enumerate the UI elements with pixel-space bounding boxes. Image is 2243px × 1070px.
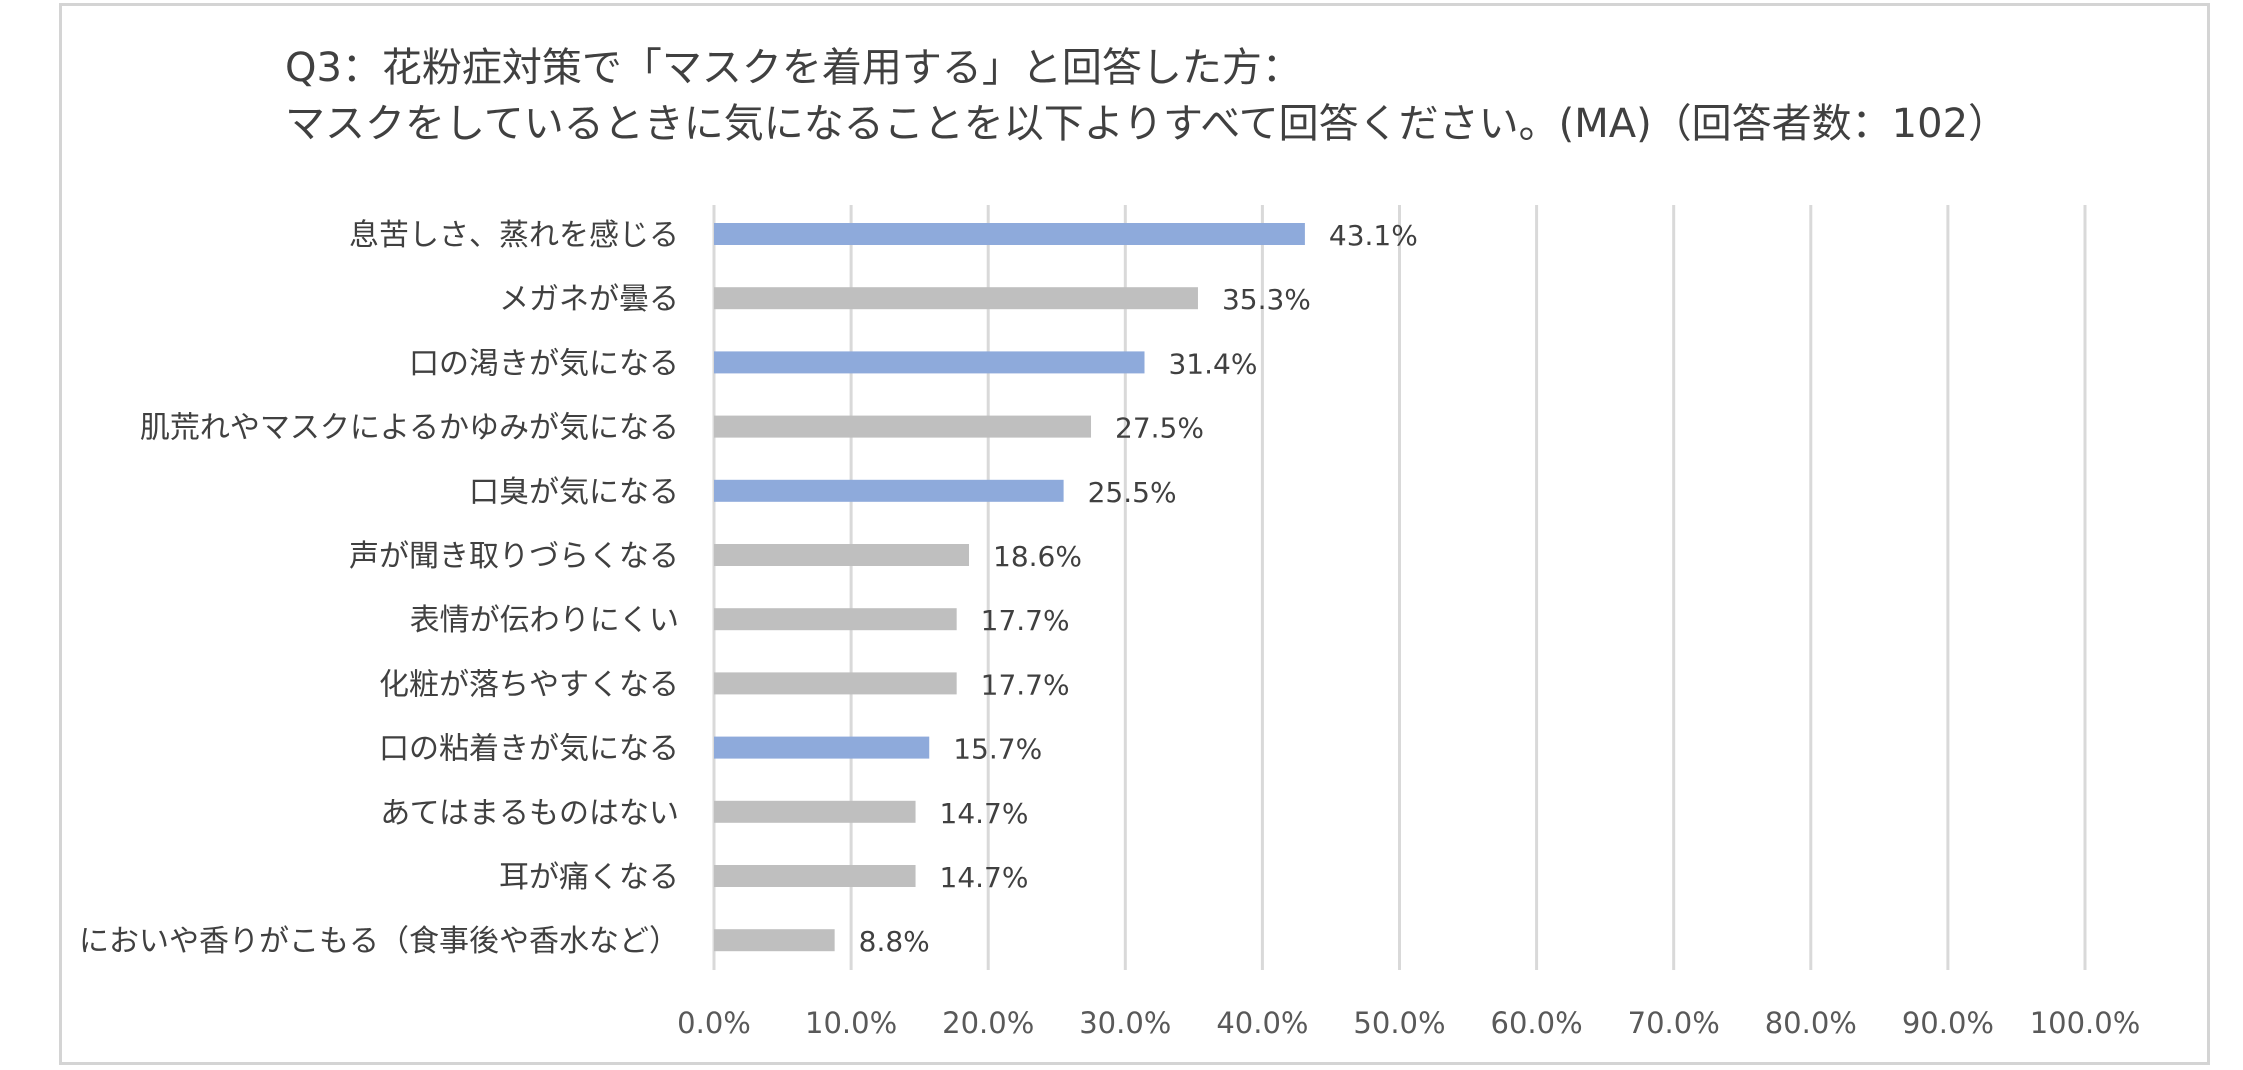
category-label: あてはまるものはない xyxy=(380,796,679,831)
data-label: 31.4% xyxy=(1168,347,1257,380)
bar xyxy=(714,736,930,759)
category-label: 口の渇きが気になる xyxy=(409,346,679,381)
bar xyxy=(714,287,1198,310)
category-label: 口臭が気になる xyxy=(469,475,679,510)
x-tick-label: 0.0% xyxy=(677,1006,751,1040)
data-label: 18.6% xyxy=(993,540,1082,573)
data-label: 17.7% xyxy=(981,604,1070,637)
data-label: 25.5% xyxy=(1088,476,1177,509)
grid-lines xyxy=(712,205,2087,970)
bars xyxy=(714,223,1305,952)
x-tick-label: 30.0% xyxy=(1079,1006,1171,1040)
category-label: 化粧が落ちやすくなる xyxy=(379,667,679,702)
x-tick-label: 90.0% xyxy=(1902,1006,1994,1040)
bar xyxy=(714,479,1064,502)
chart-title: Q3：花粉症対策で「マスクを着用する」と回答した方： マスクをしているときに気に… xyxy=(285,40,2008,152)
data-label: 15.7% xyxy=(953,733,1042,766)
bar xyxy=(714,223,1305,245)
data-label: 14.7% xyxy=(940,861,1029,894)
bar xyxy=(714,865,916,887)
chart-frame xyxy=(59,3,2210,1065)
data-label: 17.7% xyxy=(981,668,1070,701)
x-tick-label: 50.0% xyxy=(1353,1006,1445,1040)
bar xyxy=(714,929,835,952)
bar xyxy=(714,800,916,823)
category-label: においや香りがこもる（食事後や香水など） xyxy=(79,924,679,959)
category-label: 声が聞き取りづらくなる xyxy=(349,539,679,574)
x-tick-label: 100.0% xyxy=(2030,1006,2141,1040)
category-label: メガネが曇る xyxy=(499,282,679,317)
category-labels: 息苦しさ、蒸れを感じるメガネが曇る口の渇きが気になる肌荒れやマスクによるかゆみが… xyxy=(79,218,679,959)
x-tick-label: 40.0% xyxy=(1216,1006,1308,1040)
x-axis-ticks: 0.0% 10.0% 20.0% 30.0% 40.0% 50.0% 60.0% 70.0% 8… xyxy=(677,1006,2140,1040)
category-label: 口の粘着きが気になる xyxy=(379,732,679,767)
data-label: 8.8% xyxy=(859,925,930,958)
bar xyxy=(714,672,957,695)
chart-title-line-2: マスクをしているときに気になることを以下よりすべて回答ください。(MA)（回答者… xyxy=(285,101,2009,147)
value-labels: 43.1% 35.3% 31.4% 27.5% 25.5%18.6% 17.7% 17.7%… xyxy=(859,219,1418,958)
x-tick-label: 10.0% xyxy=(805,1006,897,1040)
data-label: 14.7% xyxy=(940,797,1029,830)
x-tick-label: 60.0% xyxy=(1491,1006,1583,1040)
category-label: 表情が伝わりにくい xyxy=(410,603,679,638)
data-label: 27.5% xyxy=(1115,412,1204,445)
data-label: 43.1% xyxy=(1329,219,1418,252)
chart-title-line-1: Q3：花粉症対策で「マスクを着用する」と回答した方： xyxy=(285,45,1302,91)
bar xyxy=(714,415,1092,438)
bar xyxy=(714,608,957,631)
category-label: 肌荒れやマスクによるかゆみが気になる xyxy=(140,411,679,446)
x-tick-label: 80.0% xyxy=(1765,1006,1857,1040)
x-tick-label: 70.0% xyxy=(1628,1006,1720,1040)
category-label: 耳が痛くなる xyxy=(499,860,679,895)
bar xyxy=(714,351,1145,374)
category-label: 息苦しさ、蒸れを感じる xyxy=(349,218,679,253)
bar xyxy=(714,544,970,566)
data-label: 35.3% xyxy=(1222,283,1311,316)
x-tick-label: 20.0% xyxy=(942,1006,1034,1040)
